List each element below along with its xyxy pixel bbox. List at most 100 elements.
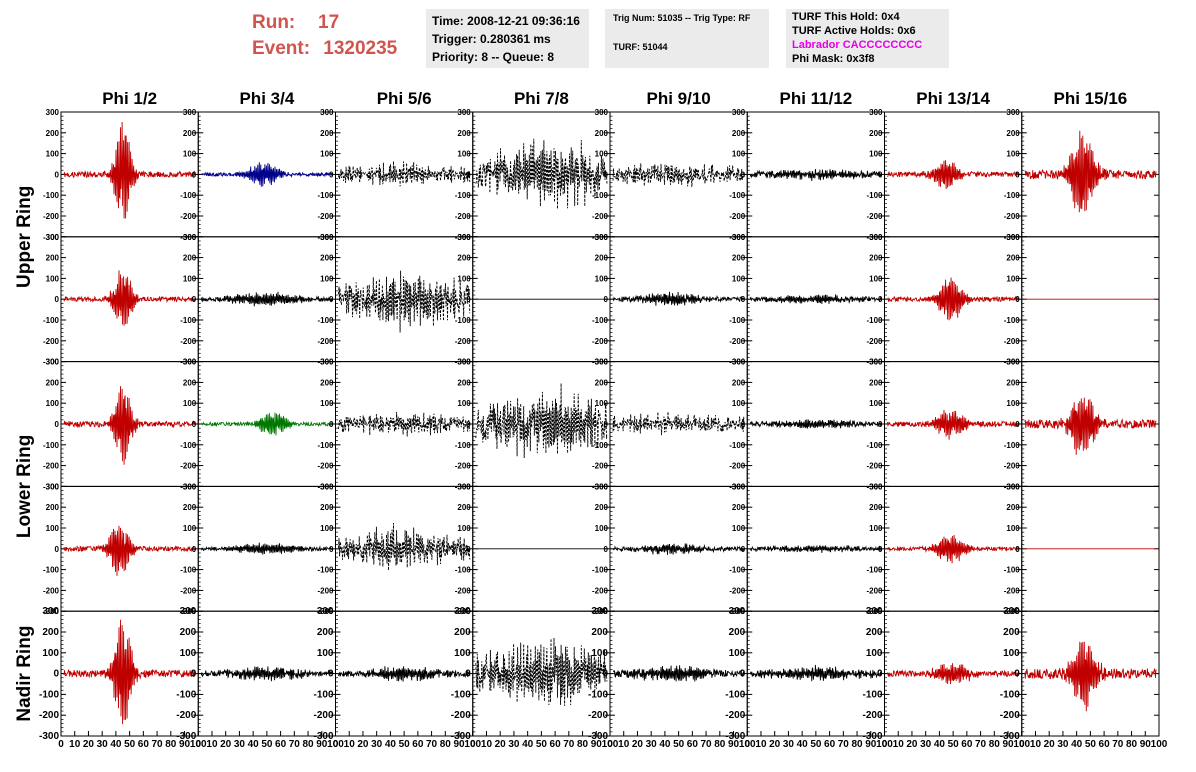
- y-tick-label: -200: [317, 337, 334, 346]
- waveform-trace: [200, 666, 333, 682]
- y-tick-label: -300: [729, 358, 746, 367]
- y-tick-label: 200: [320, 503, 334, 512]
- waveform-trace: [475, 383, 608, 459]
- ring-label: Upper Ring: [14, 186, 35, 288]
- trig-num-text: Trig Num: 51035 -- Trig Type: RF: [613, 13, 751, 23]
- x-tick-label: 70: [975, 739, 987, 750]
- y-tick-label: 300: [869, 482, 883, 491]
- x-tick-label: 90: [865, 739, 877, 750]
- y-tick-label: -100: [1004, 316, 1021, 325]
- waveform-trace: [200, 412, 333, 436]
- x-tick-label: 30: [234, 739, 246, 750]
- x-tick-label: 60: [1099, 739, 1111, 750]
- y-tick-label: -300: [180, 358, 197, 367]
- y-tick-label: 0: [741, 170, 746, 179]
- y-tick-label: 0: [466, 295, 471, 304]
- y-tick-label: -100: [317, 441, 334, 450]
- y-tick-label: 200: [457, 378, 471, 387]
- x-tick-label: 60: [412, 739, 424, 750]
- y-tick-label: 200: [869, 378, 883, 387]
- y-tick-label: -100: [43, 316, 60, 325]
- y-tick-label: -100: [1000, 689, 1020, 700]
- y-tick-label: 200: [1006, 378, 1020, 387]
- x-tick-label: 70: [701, 739, 713, 750]
- y-tick-label: -300: [176, 731, 196, 742]
- y-tick-label: 0: [191, 669, 197, 680]
- waveform-trace: [612, 163, 745, 188]
- y-tick-label: 100: [591, 648, 608, 659]
- x-tick-label: 90: [453, 739, 465, 750]
- turf-text: TURF: 51044: [613, 42, 668, 52]
- waveform-trace: [887, 534, 1020, 564]
- y-tick-label: -200: [862, 710, 882, 721]
- y-tick-label: -200: [317, 586, 334, 595]
- y-tick-label: -300: [455, 482, 472, 491]
- waveform-trace: [612, 665, 745, 682]
- y-tick-label: 200: [1003, 627, 1020, 638]
- y-tick-label: 200: [866, 627, 883, 638]
- waveform-trace: [338, 666, 471, 682]
- column-header: Phi 5/6: [377, 89, 432, 108]
- y-tick-label: 300: [1006, 358, 1020, 367]
- trigger-text: Trigger: 0.280361 ms: [432, 32, 551, 46]
- y-tick-label: 300: [1003, 606, 1020, 617]
- x-tick-label: 10: [344, 739, 356, 750]
- y-tick-label: 100: [595, 524, 609, 533]
- y-tick-label: 0: [466, 420, 471, 429]
- x-tick-label: 40: [110, 739, 122, 750]
- column-header: Phi 7/8: [514, 89, 569, 108]
- x-tick-label: 90: [591, 739, 603, 750]
- waveform-trace: [887, 160, 1020, 190]
- y-tick-label: -200: [729, 462, 746, 471]
- y-tick-label: 0: [741, 295, 746, 304]
- x-tick-label: 20: [632, 739, 644, 750]
- y-tick-label: 0: [55, 170, 60, 179]
- column-header: Phi 15/16: [1054, 89, 1128, 108]
- y-tick-label: 300: [183, 482, 197, 491]
- x-tick-label: 80: [165, 739, 177, 750]
- y-tick-label: -200: [180, 212, 197, 221]
- x-tick-label: 80: [714, 739, 726, 750]
- y-tick-label: -200: [317, 462, 334, 471]
- y-tick-label: -100: [317, 316, 334, 325]
- x-tick-label: 0: [58, 739, 64, 750]
- y-tick-label: -300: [1004, 482, 1021, 491]
- y-tick-label: 100: [869, 274, 883, 283]
- x-tick-label: 60: [275, 739, 287, 750]
- y-tick-label: -200: [43, 586, 60, 595]
- x-tick-label: 10: [618, 739, 630, 750]
- x-tick-label: 100: [739, 739, 756, 750]
- y-tick-label: -200: [1004, 462, 1021, 471]
- y-tick-label: 100: [46, 150, 60, 159]
- y-tick-label: 200: [46, 129, 60, 138]
- y-tick-label: 200: [595, 503, 609, 512]
- y-tick-label: 300: [595, 482, 609, 491]
- y-tick-label: 100: [46, 399, 60, 408]
- y-tick-label: -100: [180, 316, 197, 325]
- y-tick-label: 100: [869, 524, 883, 533]
- y-tick-label: 100: [180, 648, 197, 659]
- y-tick-label: 0: [329, 170, 334, 179]
- y-tick-label: 300: [457, 108, 471, 117]
- waveform-trace: [749, 544, 882, 553]
- y-tick-label: 0: [1015, 420, 1020, 429]
- y-tick-label: 300: [1006, 482, 1020, 491]
- y-tick-label: 200: [595, 129, 609, 138]
- y-tick-label: 100: [866, 648, 883, 659]
- waveform-trace: [749, 419, 882, 429]
- x-tick-label: 70: [152, 739, 164, 750]
- y-tick-label: 100: [320, 524, 334, 533]
- y-tick-label: 100: [732, 399, 746, 408]
- y-tick-label: -300: [43, 482, 60, 491]
- x-tick-label: 30: [371, 739, 383, 750]
- waveform-trace: [612, 411, 745, 436]
- y-tick-label: -200: [729, 212, 746, 221]
- y-tick-label: 300: [42, 606, 59, 617]
- y-tick-label: 0: [602, 669, 608, 680]
